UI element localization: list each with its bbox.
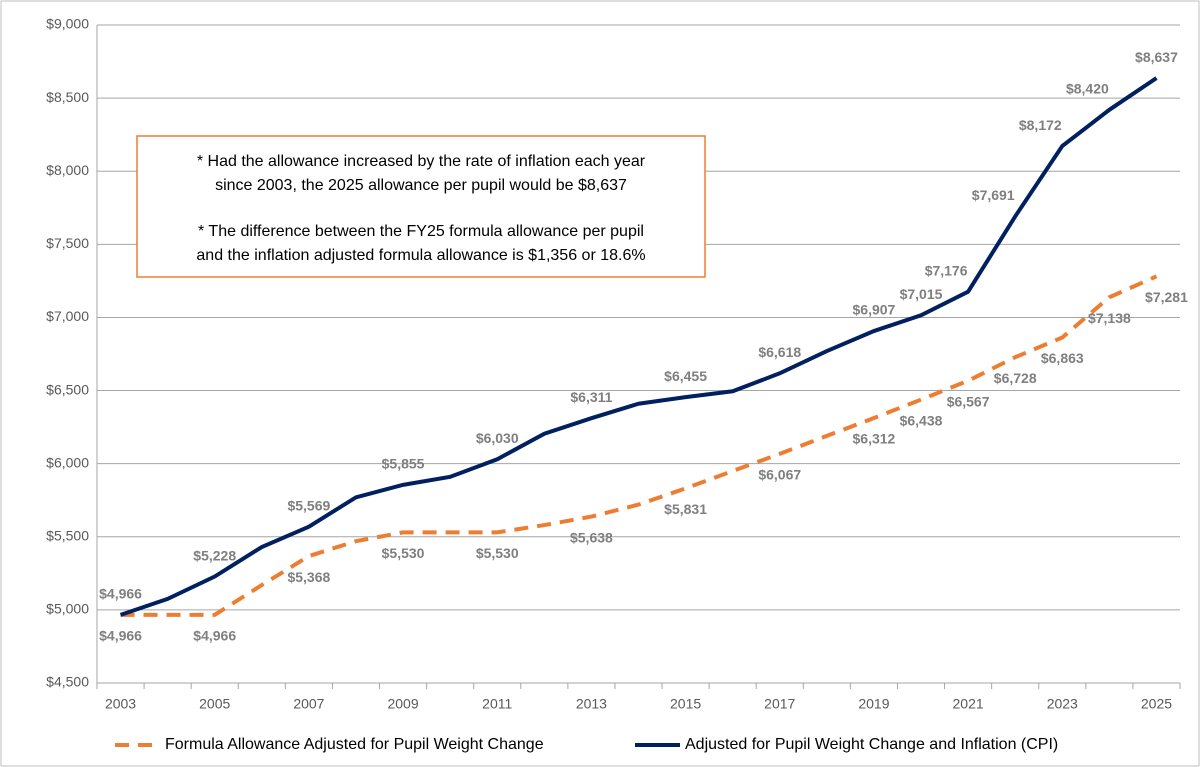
data-label: $5,228 — [193, 547, 236, 563]
x-tick-label: 2023 — [1047, 696, 1078, 712]
data-label: $7,281 — [1145, 289, 1188, 305]
y-tick-label: $5,000 — [46, 601, 89, 617]
data-label: $5,831 — [664, 501, 707, 517]
x-tick-label: 2015 — [670, 696, 701, 712]
y-tick-label: $6,500 — [46, 381, 89, 397]
y-tick-label: $7,500 — [46, 235, 89, 251]
data-label: $5,368 — [287, 569, 330, 585]
x-tick-label: 2019 — [858, 696, 889, 712]
data-label: $7,138 — [1088, 310, 1131, 326]
data-label: $8,637 — [1135, 49, 1178, 65]
x-tick-label: 2003 — [105, 696, 136, 712]
annotation-text: * Had the allowance increased by the rat… — [197, 153, 646, 170]
series-line — [120, 274, 1158, 617]
data-label: $6,728 — [994, 370, 1037, 386]
x-tick-label: 2009 — [387, 696, 418, 712]
data-label: $7,015 — [900, 286, 943, 302]
data-label: $5,530 — [382, 545, 425, 561]
series-line — [119, 76, 1158, 617]
legend-label: Adjusted for Pupil Weight Change and Inf… — [685, 736, 1058, 753]
data-label: $6,312 — [853, 431, 896, 447]
y-tick-label: $8,000 — [46, 162, 89, 178]
x-tick-label: 2005 — [199, 696, 230, 712]
y-tick-label: $6,000 — [46, 454, 89, 470]
annotation-text: since 2003, the 2025 allowance per pupil… — [215, 177, 627, 194]
data-label: $4,966 — [99, 628, 142, 644]
data-label: $6,618 — [758, 344, 801, 360]
annotation-box — [136, 135, 706, 278]
data-label: $6,567 — [947, 393, 990, 409]
data-label: $6,907 — [853, 302, 896, 318]
annotation-text: * The difference between the FY25 formul… — [198, 223, 644, 240]
data-label: $4,966 — [193, 628, 236, 644]
data-label: $6,311 — [570, 389, 612, 405]
annotation-text: and the inflation adjusted formula allow… — [196, 247, 645, 264]
data-label: $7,691 — [972, 187, 1015, 203]
data-label: $6,030 — [476, 430, 519, 446]
data-label: $8,172 — [1019, 117, 1062, 133]
data-label: $5,530 — [476, 545, 519, 561]
x-tick-label: 2025 — [1141, 696, 1172, 712]
data-label: $4,966 — [99, 586, 142, 602]
data-label: $6,455 — [664, 368, 707, 384]
x-tick-label: 2013 — [576, 696, 607, 712]
y-tick-label: $4,500 — [46, 674, 89, 690]
legend-label: Formula Allowance Adjusted for Pupil Wei… — [165, 736, 544, 753]
data-label: $5,855 — [382, 456, 425, 472]
data-label: $7,176 — [925, 262, 968, 278]
y-tick-label: $5,500 — [46, 527, 89, 543]
y-tick-label: $8,500 — [46, 89, 89, 105]
y-tick-label: $9,000 — [46, 16, 89, 32]
y-tick-label: $7,000 — [46, 308, 89, 324]
data-label: $6,863 — [1041, 350, 1084, 366]
x-tick-label: 2021 — [953, 696, 984, 712]
data-label: $8,420 — [1066, 81, 1109, 97]
data-label: $6,067 — [758, 467, 801, 483]
x-tick-label: 2011 — [482, 696, 512, 712]
x-tick-label: 2007 — [293, 696, 324, 712]
data-label: $5,569 — [287, 497, 330, 513]
data-label: $5,638 — [570, 529, 613, 545]
x-tick-label: 2017 — [764, 696, 795, 712]
data-label: $6,438 — [900, 412, 943, 428]
